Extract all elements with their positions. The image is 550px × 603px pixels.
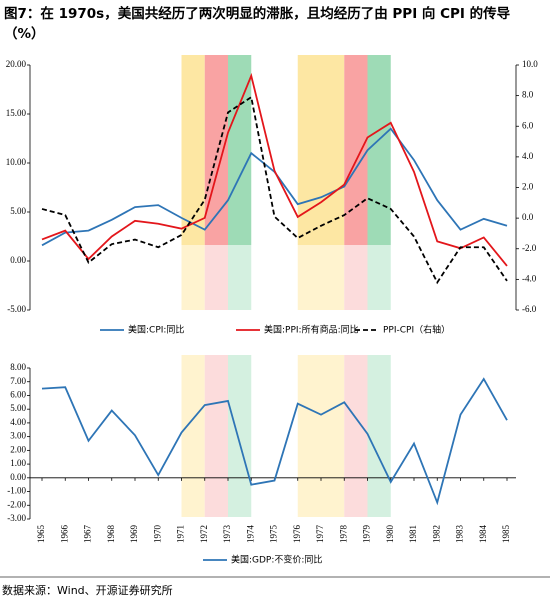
y2-tick-label: -4.0 — [522, 273, 537, 283]
x-tick-label: 1971 — [176, 525, 186, 543]
highlight-band-light — [181, 245, 205, 310]
x-tick-label: 1969 — [129, 525, 139, 544]
title-line-2: （%） — [4, 26, 45, 42]
y-tick-label: -2.00 — [7, 499, 26, 509]
x-tick-label: 1972 — [199, 525, 209, 543]
highlight-bands — [181, 55, 391, 517]
highlight-band — [181, 55, 205, 245]
highlight-band-light — [367, 355, 391, 517]
highlight-band-light — [367, 245, 391, 310]
x-tick-label: 1975 — [269, 525, 279, 544]
y2-tick-label: 2.0 — [522, 182, 534, 192]
y-tick-label: 1.00 — [10, 458, 26, 468]
x-tick-label: 1978 — [338, 525, 348, 544]
y-tick-label: -1.00 — [7, 486, 26, 496]
legend-label: 美国:GDP:不变价:同比 — [231, 554, 322, 566]
y-tick-label: 0.00 — [10, 472, 26, 482]
highlight-band-light — [228, 355, 252, 517]
y2-tick-label: 8.0 — [522, 90, 534, 100]
x-tick-label: 1970 — [152, 525, 162, 544]
y2-tick-label: 4.0 — [522, 151, 534, 161]
series-line — [41, 127, 508, 247]
series-line — [41, 72, 508, 267]
y2-tick-label: 6.0 — [522, 120, 534, 130]
y-tick-label: 20.00 — [6, 59, 27, 69]
y-tick-label: -5.00 — [7, 304, 26, 314]
highlight-band-light — [204, 355, 228, 517]
x-tick-label: 1980 — [385, 525, 395, 544]
source: 数据来源：Wind、开源证券研究所 — [2, 583, 173, 597]
x-tick-label: 1977 — [315, 525, 325, 544]
highlight-band — [228, 55, 252, 245]
y-tick-label: 2.00 — [10, 444, 26, 454]
y-tick-label: 5.00 — [10, 403, 26, 413]
y-tick-label: 15.00 — [6, 108, 27, 118]
y-tick-label: 7.00 — [10, 376, 26, 386]
y2-tick-label: 0.0 — [522, 212, 534, 222]
title-line-1: 图7：在 1970s，美国共经历了两次明显的滞胀，且均经历了由 PPI 向 CP… — [4, 5, 511, 22]
x-tick-label: 1968 — [106, 525, 116, 544]
y2-tick-label: -6.0 — [522, 304, 537, 314]
y2-tick-label: 10.0 — [522, 59, 538, 69]
legend-label: PPI-CPI（右轴） — [383, 324, 450, 336]
y-tick-label: 6.00 — [10, 390, 26, 400]
y-tick-label: 10.00 — [6, 157, 27, 167]
x-tick-label: 1985 — [501, 525, 511, 544]
highlight-band — [297, 55, 345, 245]
highlight-band-light — [204, 245, 228, 310]
highlight-band-light — [344, 355, 368, 517]
x-tick-label: 1976 — [292, 525, 302, 544]
y-tick-label: -3.00 — [7, 513, 26, 523]
legend-label: 美国:PPI:所有商品:同比 — [264, 324, 359, 336]
y-tick-label: 4.00 — [10, 417, 26, 427]
highlight-band-light — [297, 355, 345, 517]
x-tick-label: 1973 — [222, 525, 232, 544]
x-tick-label: 1965 — [36, 525, 46, 544]
x-tick-label: 1974 — [245, 525, 255, 544]
y-tick-label: 3.00 — [10, 431, 26, 441]
y-tick-label: 0.00 — [10, 255, 26, 265]
legend-label: 美国:CPI:同比 — [128, 324, 184, 336]
x-tick-label: 1966 — [59, 525, 69, 544]
highlight-band-light — [228, 245, 252, 310]
series-line — [41, 377, 508, 506]
highlight-band-light — [181, 355, 205, 517]
y-tick-label: 8.00 — [10, 362, 26, 372]
x-tick-label: 1983 — [455, 525, 465, 544]
highlight-band — [367, 55, 391, 245]
y2-tick-label: -2.0 — [522, 243, 537, 253]
highlight-band — [344, 55, 368, 245]
y-tick-label: 5.00 — [10, 206, 26, 216]
x-tick-label: 1982 — [431, 525, 441, 543]
x-tick-label: 1984 — [478, 525, 488, 544]
highlight-band — [204, 55, 228, 245]
highlight-band-light — [344, 245, 368, 310]
x-tick-label: 1981 — [408, 525, 418, 543]
series-line — [41, 95, 508, 285]
x-tick-label: 1967 — [83, 525, 93, 544]
highlight-band-light — [297, 245, 345, 310]
x-tick-label: 1979 — [362, 525, 372, 544]
